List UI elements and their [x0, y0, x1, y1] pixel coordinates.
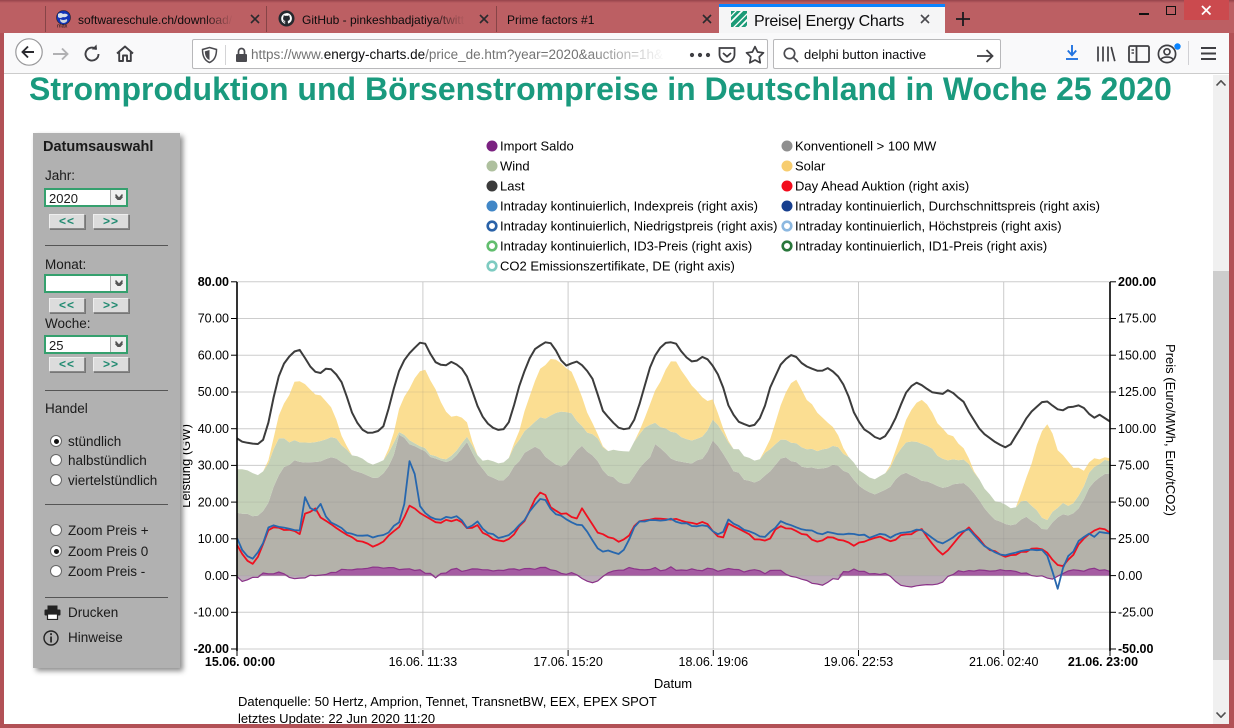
svg-text:Import Saldo: Import Saldo [500, 139, 574, 154]
svg-text:75.00: 75.00 [1118, 459, 1149, 473]
svg-text:25.00: 25.00 [1118, 532, 1149, 546]
svg-text:Solar: Solar [795, 159, 826, 174]
svg-text:70.00: 70.00 [198, 312, 229, 326]
svg-text:Konventionell > 100 MW: Konventionell > 100 MW [795, 139, 937, 154]
svg-text:17.06. 15:20: 17.06. 15:20 [533, 655, 603, 669]
svg-text:Preis (Euro/MWh, Euro/tCO2): Preis (Euro/MWh, Euro/tCO2) [1163, 344, 1178, 516]
svg-text:60.00: 60.00 [198, 348, 229, 362]
svg-text:40.00: 40.00 [198, 422, 229, 436]
svg-text:Intraday kontinuierlich, ID1-P: Intraday kontinuierlich, ID1-Preis (righ… [795, 239, 1047, 254]
svg-text:CO2 Emissionszertifikate, DE (: CO2 Emissionszertifikate, DE (right axis… [500, 259, 735, 274]
svg-text:-50.00: -50.00 [1118, 642, 1153, 656]
svg-text:0.00: 0.00 [205, 569, 229, 583]
svg-text:Day Ahead Auktion (right axis): Day Ahead Auktion (right axis) [795, 179, 969, 194]
svg-text:18.06. 19:06: 18.06. 19:06 [679, 655, 749, 669]
svg-text:Wind: Wind [500, 159, 530, 174]
svg-text:50.00: 50.00 [198, 385, 229, 399]
svg-text:10.00: 10.00 [198, 532, 229, 546]
svg-text:-20.00: -20.00 [194, 642, 229, 656]
svg-text:Datum: Datum [654, 676, 692, 691]
svg-text:Intraday kontinuierlich, Durch: Intraday kontinuierlich, Durchschnittspr… [795, 199, 1100, 214]
svg-text:50.00: 50.00 [1118, 495, 1149, 509]
svg-text:Leistung (GW): Leistung (GW) [183, 424, 193, 508]
svg-text:125.00: 125.00 [1118, 385, 1156, 399]
svg-text:100.00: 100.00 [1118, 422, 1156, 436]
svg-text:21.06. 02:40: 21.06. 02:40 [969, 655, 1039, 669]
svg-text:150.00: 150.00 [1118, 348, 1156, 362]
svg-text:Last: Last [500, 179, 525, 194]
svg-text:30.00: 30.00 [198, 459, 229, 473]
svg-text:20.00: 20.00 [198, 495, 229, 509]
svg-text:0.00: 0.00 [1118, 569, 1142, 583]
svg-text:175.00: 175.00 [1118, 312, 1156, 326]
svg-text:Intraday kontinuierlich, ID3-P: Intraday kontinuierlich, ID3-Preis (righ… [500, 239, 752, 254]
svg-text:Intraday kontinuierlich, Niedr: Intraday kontinuierlich, Niedrigstpreis … [500, 219, 777, 234]
svg-text:15.06. 00:00: 15.06. 00:00 [205, 655, 275, 669]
svg-text:Intraday kontinuierlich, Index: Intraday kontinuierlich, Indexpreis (rig… [500, 199, 758, 214]
svg-text:200.00: 200.00 [1118, 275, 1156, 289]
svg-text:Datenquelle: 50 Hertz, Amprion: Datenquelle: 50 Hertz, Amprion, Tennet, … [238, 694, 657, 709]
svg-text:Intraday kontinuierlich, Höchs: Intraday kontinuierlich, Höchstpreis (ri… [795, 219, 1062, 234]
svg-text:letztes Update: 22 Jun 2020 11: letztes Update: 22 Jun 2020 11:20 [238, 711, 435, 724]
svg-text:max: max [57, 24, 68, 29]
svg-text:21.06. 23:00: 21.06. 23:00 [1068, 655, 1138, 669]
svg-text:-25.00: -25.00 [1118, 606, 1153, 620]
svg-text:-10.00: -10.00 [194, 606, 229, 620]
svg-text:19.06. 22:53: 19.06. 22:53 [824, 655, 894, 669]
svg-text:16.06. 11:33: 16.06. 11:33 [389, 655, 458, 669]
svg-text:80.00: 80.00 [198, 275, 229, 289]
